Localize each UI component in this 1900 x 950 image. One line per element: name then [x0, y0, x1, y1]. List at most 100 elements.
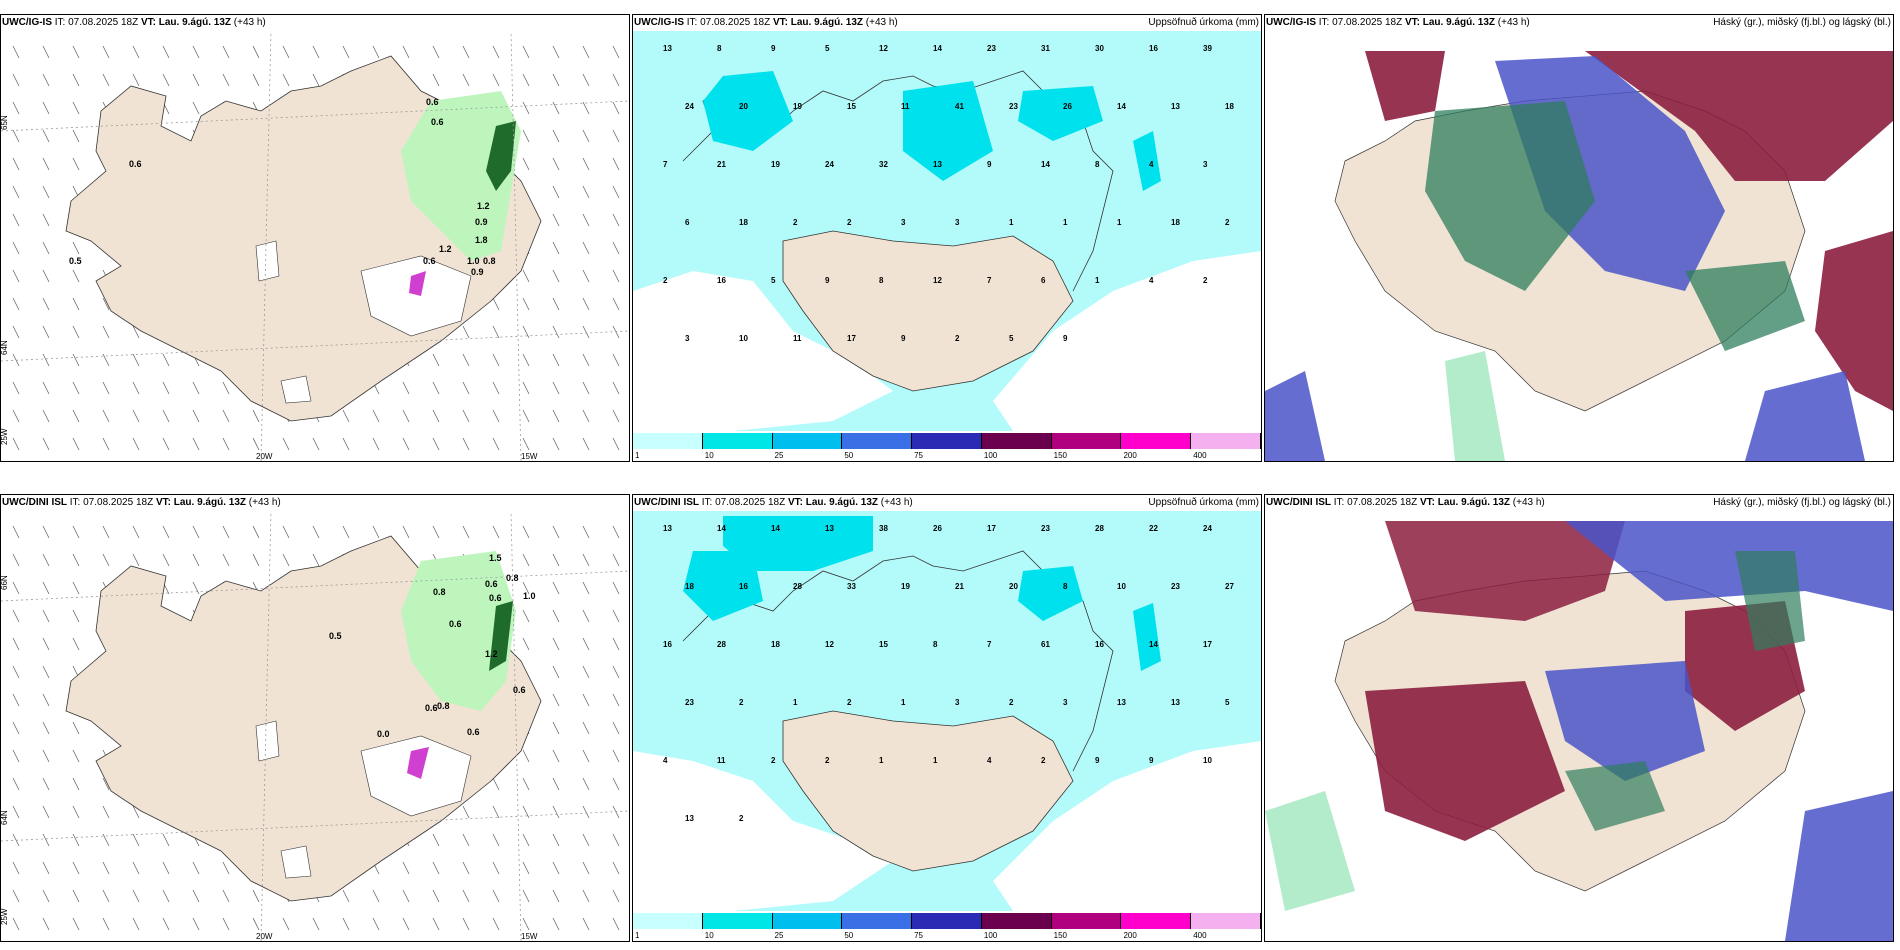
- wind-barb: [552, 325, 560, 339]
- precip-value: 8: [879, 276, 884, 285]
- precip-value: 23: [685, 698, 694, 707]
- wind-barb: [282, 917, 290, 931]
- value-label: 1.8: [475, 235, 488, 245]
- wind-barb: [12, 665, 20, 679]
- wind-barb: [342, 889, 350, 903]
- precip-value: 24: [825, 160, 834, 169]
- lead-time: (+43 h): [880, 497, 913, 508]
- edge-label: 25W: [1, 908, 9, 925]
- colorbar-cell: [1121, 433, 1192, 449]
- wind-barb: [522, 805, 530, 819]
- wind-barb: [72, 833, 80, 847]
- precip-value: 3: [685, 334, 690, 343]
- value-label: 0.5: [69, 256, 82, 266]
- value-label: 1.5: [489, 553, 502, 563]
- model-name: UWC/DINI ISL: [1266, 497, 1331, 508]
- wind-barb: [462, 525, 470, 539]
- wind-barb: [342, 45, 350, 59]
- vt-value: Lau. 9.ágú. 13Z: [158, 17, 231, 28]
- wind-barb: [522, 553, 530, 567]
- model-name: UWC/IG-IS: [2, 17, 52, 28]
- colorbar-cell: [1051, 433, 1122, 449]
- precip-value: 2: [847, 218, 852, 227]
- colorbar: 1 10 25 50 75 100 150 200 400: [633, 913, 1261, 941]
- precip-value: 13: [663, 44, 672, 53]
- value-label: 0.6: [489, 593, 502, 603]
- wind-barb: [42, 325, 50, 339]
- wind-barb: [342, 437, 350, 451]
- wind-barb: [582, 353, 590, 367]
- precip-value: 13: [663, 524, 672, 533]
- wind-barb: [72, 553, 80, 567]
- precip-value: 18: [739, 218, 748, 227]
- wind-barb: [612, 721, 620, 735]
- precip-value: 16: [1149, 44, 1158, 53]
- wind-barb: [612, 889, 620, 903]
- wind-barb: [432, 437, 440, 451]
- wind-barb: [192, 525, 200, 539]
- wind-barb: [582, 721, 590, 735]
- wind-barb: [72, 157, 80, 171]
- precip-value: 14: [933, 44, 942, 53]
- colorbar-label: 10: [704, 931, 714, 940]
- wind-barb: [522, 353, 530, 367]
- panel-ig-clouds: UWC/IG-IS IT: 07.08.2025 18Z VT: Lau. 9.…: [1264, 14, 1894, 462]
- vt-value: Lau. 9.ágú. 13Z: [790, 17, 863, 28]
- colorbar-label: 150: [1053, 931, 1068, 940]
- wind-barb: [582, 381, 590, 395]
- precip-value: 24: [1203, 524, 1212, 533]
- wind-barb: [492, 777, 500, 791]
- wind-barb: [492, 889, 500, 903]
- wind-barb: [42, 861, 50, 875]
- precip-value: 1: [1009, 218, 1014, 227]
- wind-barb: [132, 805, 140, 819]
- value-label: 0.5: [329, 631, 342, 641]
- precip-value: 5: [771, 276, 776, 285]
- wind-barb: [432, 73, 440, 87]
- wind-barb: [522, 157, 530, 171]
- wind-barb: [612, 553, 620, 567]
- lat-label: 66N: [1, 575, 9, 590]
- wind-barb: [42, 185, 50, 199]
- wind-barb: [552, 721, 560, 735]
- colorbar-cell: [633, 913, 703, 929]
- wind-barb: [462, 73, 470, 87]
- wind-barb: [312, 917, 320, 931]
- value-label: 1.2: [439, 244, 452, 254]
- precip-high: [1133, 131, 1161, 191]
- precip-value: 4: [1149, 276, 1154, 285]
- wind-barb: [522, 437, 530, 451]
- wind-barb: [162, 861, 170, 875]
- colorbar-label: 75: [914, 451, 924, 460]
- wind-barb: [492, 833, 500, 847]
- wind-barb: [42, 269, 50, 283]
- precip-value: 9: [771, 44, 776, 53]
- wind-barb: [12, 777, 20, 791]
- wind-barb: [552, 665, 560, 679]
- glacier: [255, 720, 280, 762]
- wind-barb: [102, 805, 110, 819]
- it-value: 07.08.2025 18Z: [715, 497, 786, 508]
- vt-label: VT:: [772, 17, 788, 28]
- wind-barb: [252, 917, 260, 931]
- wind-barb: [222, 525, 230, 539]
- precip-value: 39: [1203, 44, 1212, 53]
- value-label: 0.8: [433, 587, 446, 597]
- wind-barb: [72, 637, 80, 651]
- lead-time: (+43 h): [1497, 17, 1530, 28]
- precip-value: 8: [717, 44, 722, 53]
- lon-label: 20W: [256, 932, 273, 941]
- vt-label: VT:: [155, 497, 171, 508]
- colorbar-label: 25: [774, 931, 784, 940]
- glacier: [360, 255, 472, 337]
- wind-barb: [522, 101, 530, 115]
- wind-barb: [12, 609, 20, 623]
- wind-barb: [222, 861, 230, 875]
- it-label: IT:: [54, 17, 66, 28]
- value-label: 0.8: [506, 573, 519, 583]
- wind-barb: [72, 129, 80, 143]
- wind-barb: [582, 553, 590, 567]
- colorbar-label: 200: [1123, 451, 1137, 460]
- precip-value: 17: [847, 334, 856, 343]
- lead-time: (+43 h): [233, 17, 266, 28]
